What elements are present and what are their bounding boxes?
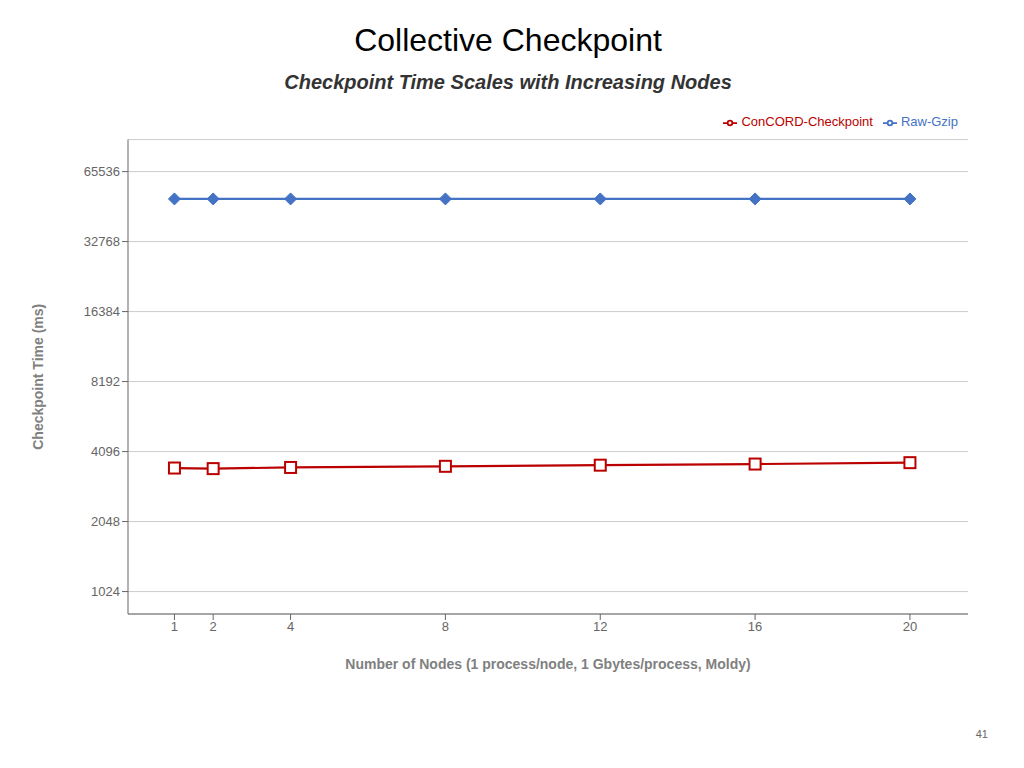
html-text:Raw-Gzip: Raw-Gzip	[900, 114, 958, 129]
svg-text:16384: 16384	[84, 304, 120, 319]
svg-text:Checkpoint Time (ms): Checkpoint Time (ms)	[30, 304, 46, 450]
svg-text:8192: 8192	[91, 374, 120, 389]
html-text:Collective Checkpoint: Collective Checkpoint	[354, 22, 662, 58]
html-text:41: 41	[975, 728, 988, 740]
svg-text:32768: 32768	[84, 234, 120, 249]
svg-text:12: 12	[593, 619, 607, 634]
svg-text:1024: 1024	[91, 584, 120, 599]
svg-text:16: 16	[748, 619, 762, 634]
svg-text:4096: 4096	[91, 444, 120, 459]
svg-text:65536: 65536	[84, 164, 120, 179]
svg-text:4: 4	[287, 619, 294, 634]
svg-text:20: 20	[903, 619, 917, 634]
html-text:ConCORD-Checkpoint: ConCORD-Checkpoint	[741, 114, 873, 129]
svg-text:8: 8	[442, 619, 449, 634]
svg-text:Number of Nodes (1 process/nod: Number of Nodes (1 process/node, 1 Gbyte…	[345, 656, 750, 672]
svg-text:2048: 2048	[91, 514, 120, 529]
svg-text:1: 1	[171, 619, 178, 634]
svg-text:2: 2	[210, 619, 217, 634]
html-text:Checkpoint Time Scales with In: Checkpoint Time Scales with Increasing N…	[284, 71, 732, 93]
